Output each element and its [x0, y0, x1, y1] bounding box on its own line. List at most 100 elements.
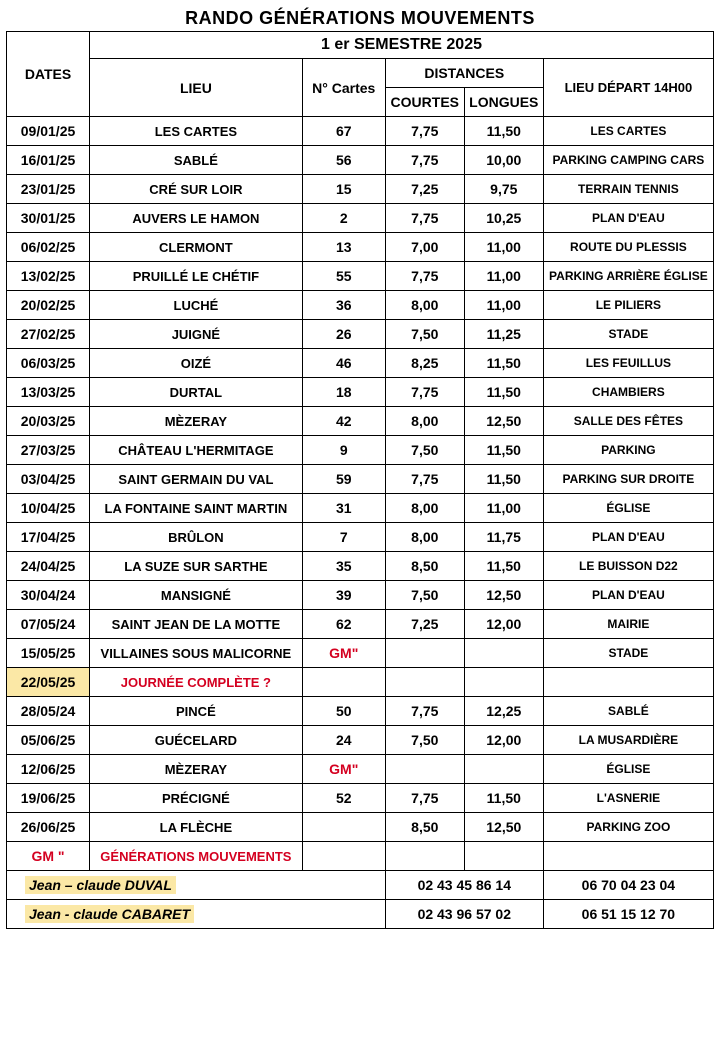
cell-depart: ÉGLISE [543, 494, 713, 523]
cell-cartes: 13 [302, 233, 385, 262]
table-row: 07/05/24SAINT JEAN DE LA MOTTE627,2512,0… [7, 610, 714, 639]
cell-cartes: 50 [302, 697, 385, 726]
cell-longue: 11,75 [464, 523, 543, 552]
cell-lieu: PINCÉ [90, 697, 303, 726]
table-row: 20/02/25LUCHÉ368,0011,00LE PILIERS [7, 291, 714, 320]
cell-cartes: 9 [302, 436, 385, 465]
cell-longue: 12,50 [464, 813, 543, 842]
cell-cartes: 42 [302, 407, 385, 436]
cell-longue: 11,50 [464, 378, 543, 407]
cell-courte: 8,00 [385, 494, 464, 523]
schedule-table: DATES 1 er SEMESTRE 2025 LIEU N° Cartes … [6, 31, 714, 929]
cell-longue: 10,00 [464, 146, 543, 175]
cell-courte: 8,00 [385, 407, 464, 436]
cell-longue: 12,00 [464, 726, 543, 755]
cell-cartes: 46 [302, 349, 385, 378]
header-courtes: COURTES [385, 88, 464, 117]
cell-date: 28/05/24 [7, 697, 90, 726]
cell-cartes: 67 [302, 117, 385, 146]
empty-cell [302, 842, 385, 871]
table-row: 10/04/25LA FONTAINE SAINT MARTIN318,0011… [7, 494, 714, 523]
contact-name: Jean - claude CABARET [7, 900, 386, 929]
cell-longue: 11,00 [464, 262, 543, 291]
cell-longue [464, 668, 543, 697]
cell-depart: PARKING ARRIÈRE ÉGLISE [543, 262, 713, 291]
table-row: 23/01/25CRÉ SUR LOIR157,259,75TERRAIN TE… [7, 175, 714, 204]
cell-date: 22/05/25 [7, 668, 90, 697]
cell-depart: LE BUISSON D22 [543, 552, 713, 581]
cell-courte: 7,00 [385, 233, 464, 262]
cell-cartes: 56 [302, 146, 385, 175]
cell-lieu: MANSIGNÉ [90, 581, 303, 610]
cell-courte [385, 639, 464, 668]
cell-courte: 7,75 [385, 378, 464, 407]
cell-longue: 11,50 [464, 117, 543, 146]
cell-depart: L'ASNERIE [543, 784, 713, 813]
cell-lieu: GUÉCELARD [90, 726, 303, 755]
cell-cartes: 31 [302, 494, 385, 523]
cell-lieu: LA FONTAINE SAINT MARTIN [90, 494, 303, 523]
header-lieu: LIEU [90, 59, 303, 117]
cell-longue [464, 755, 543, 784]
cell-lieu: SAINT JEAN DE LA MOTTE [90, 610, 303, 639]
table-row: 13/03/25DURTAL187,7511,50CHAMBIERS [7, 378, 714, 407]
table-row: 30/01/25AUVERS LE HAMON27,7510,25PLAN D'… [7, 204, 714, 233]
cell-depart: LE PILIERS [543, 291, 713, 320]
cell-date: 10/04/25 [7, 494, 90, 523]
cell-date: 24/04/25 [7, 552, 90, 581]
cell-depart: LES FEUILLUS [543, 349, 713, 378]
cell-cartes: GM" [302, 639, 385, 668]
cell-lieu: OIZÉ [90, 349, 303, 378]
cell-date: 06/03/25 [7, 349, 90, 378]
cell-longue: 9,75 [464, 175, 543, 204]
cell-lieu: LA SUZE SUR SARTHE [90, 552, 303, 581]
cell-date: 27/02/25 [7, 320, 90, 349]
table-row: 22/05/25JOURNÉE COMPLÈTE ? [7, 668, 714, 697]
cell-lieu: JOURNÉE COMPLÈTE ? [90, 668, 303, 697]
legend-text: GÉNÉRATIONS MOUVEMENTS [90, 842, 303, 871]
table-row: 17/04/25BRÛLON78,0011,75PLAN D'EAU [7, 523, 714, 552]
cell-cartes: 55 [302, 262, 385, 291]
cell-depart: SALLE DES FÊTES [543, 407, 713, 436]
cell-longue: 11,50 [464, 465, 543, 494]
header-semester: 1 er SEMESTRE 2025 [90, 32, 714, 59]
cell-date: 05/06/25 [7, 726, 90, 755]
table-row: 06/02/25CLERMONT137,0011,00ROUTE DU PLES… [7, 233, 714, 262]
cell-depart: PLAN D'EAU [543, 581, 713, 610]
table-row: 03/04/25SAINT GERMAIN DU VAL597,7511,50P… [7, 465, 714, 494]
cell-lieu: LUCHÉ [90, 291, 303, 320]
cell-longue: 11,00 [464, 291, 543, 320]
cell-cartes: 26 [302, 320, 385, 349]
document-title: RANDO GÉNÉRATIONS MOUVEMENTS [6, 8, 714, 29]
cell-lieu: MÈZERAY [90, 407, 303, 436]
cell-courte: 7,50 [385, 581, 464, 610]
empty-cell [464, 842, 543, 871]
cell-longue: 11,50 [464, 784, 543, 813]
table-body: 09/01/25LES CARTES677,7511,50LES CARTES1… [7, 117, 714, 842]
cell-courte: 8,00 [385, 291, 464, 320]
cell-longue: 11,00 [464, 233, 543, 262]
cell-depart: SABLÉ [543, 697, 713, 726]
cell-lieu: PRÉCIGNÉ [90, 784, 303, 813]
header-longues: LONGUES [464, 88, 543, 117]
cell-depart: TERRAIN TENNIS [543, 175, 713, 204]
header-dates: DATES [7, 32, 90, 117]
cell-date: 17/04/25 [7, 523, 90, 552]
cell-date: 27/03/25 [7, 436, 90, 465]
header-depart: LIEU DÉPART 14H00 [543, 59, 713, 117]
cell-courte [385, 755, 464, 784]
table-row: 09/01/25LES CARTES677,7511,50LES CARTES [7, 117, 714, 146]
cell-lieu: LA FLÈCHE [90, 813, 303, 842]
cell-depart: PLAN D'EAU [543, 523, 713, 552]
cell-courte: 7,50 [385, 320, 464, 349]
cell-date: 26/06/25 [7, 813, 90, 842]
cell-cartes: 52 [302, 784, 385, 813]
cell-courte: 7,75 [385, 204, 464, 233]
cell-date: 30/01/25 [7, 204, 90, 233]
cell-lieu: AUVERS LE HAMON [90, 204, 303, 233]
cell-longue: 12,00 [464, 610, 543, 639]
cell-cartes [302, 813, 385, 842]
cell-courte: 7,50 [385, 726, 464, 755]
cell-depart: STADE [543, 320, 713, 349]
cell-depart: ROUTE DU PLESSIS [543, 233, 713, 262]
